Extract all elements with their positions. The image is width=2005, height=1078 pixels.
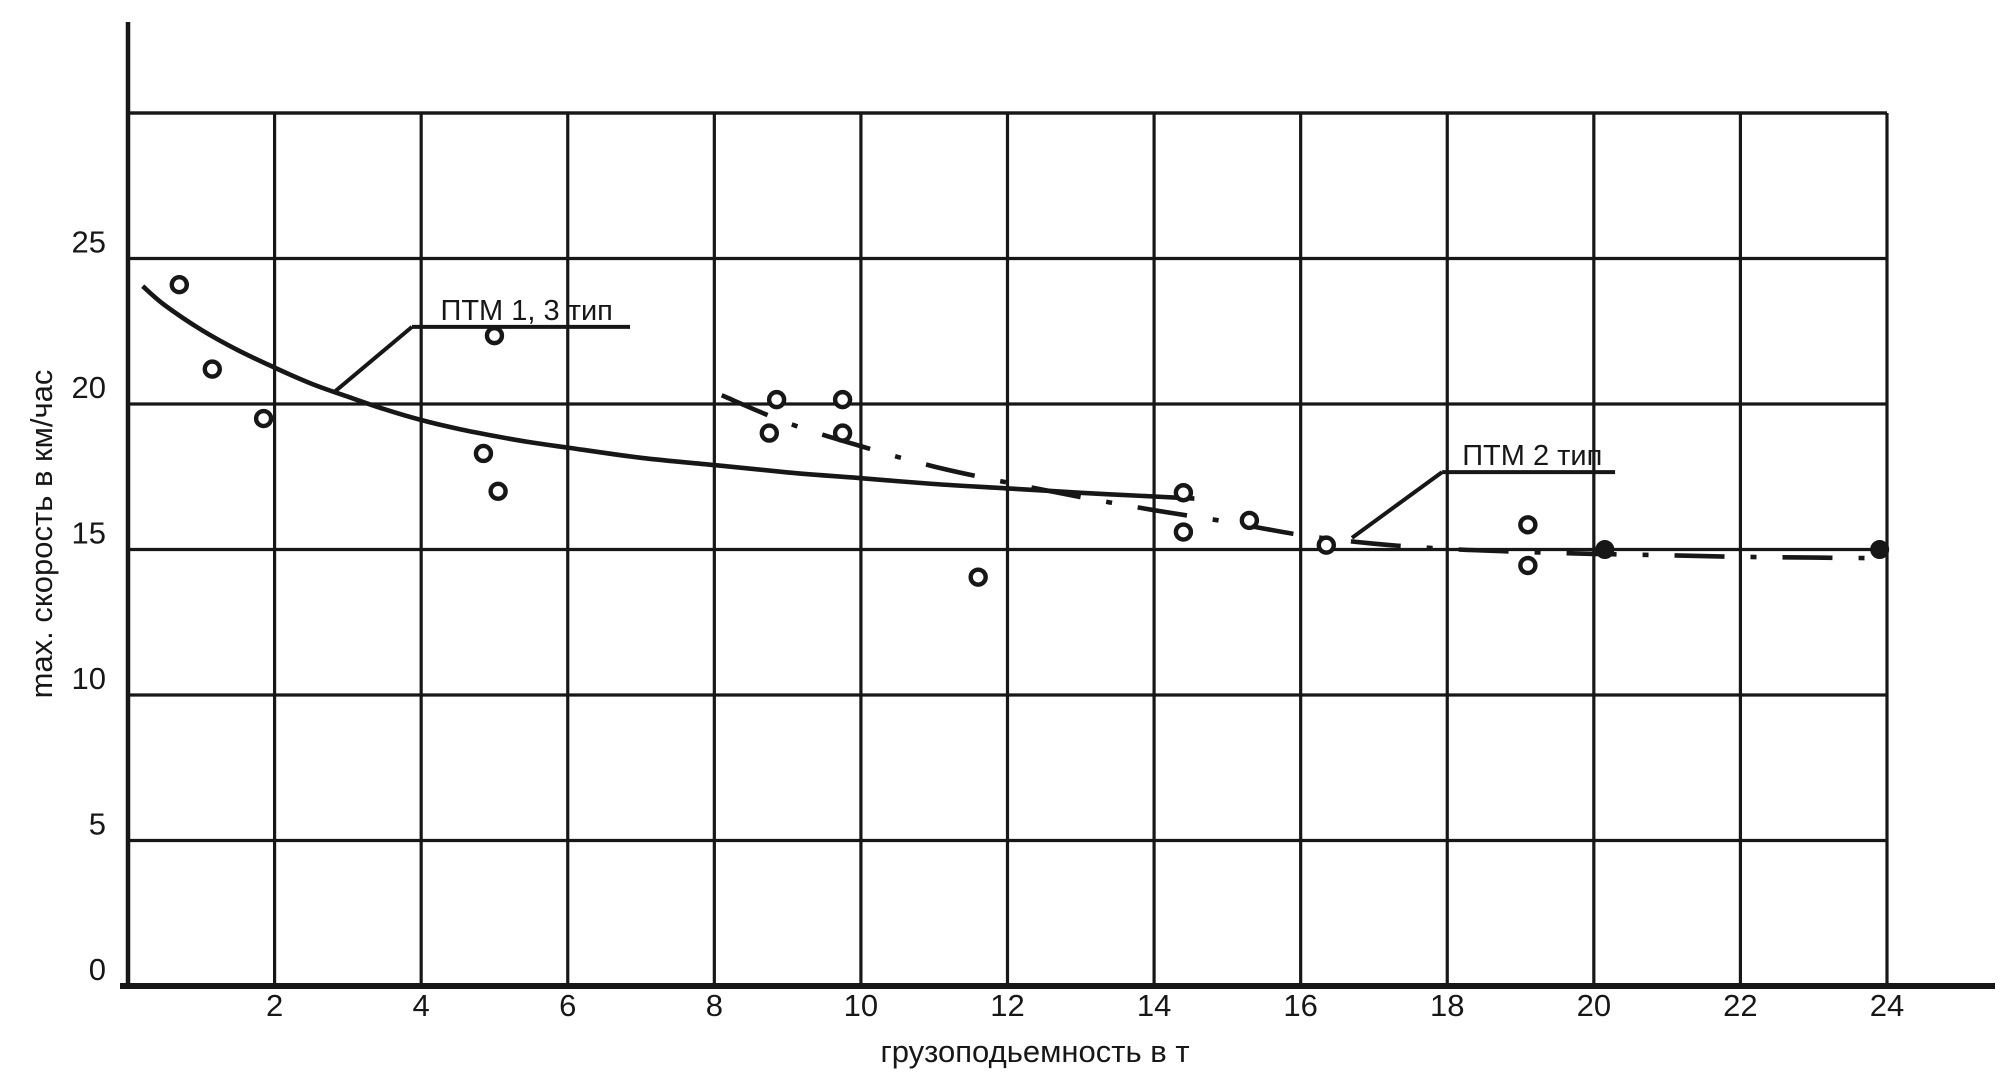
x-tick-label: 8: [706, 988, 723, 1023]
x-tick-label: 2: [266, 988, 283, 1023]
data-point-open: [1518, 555, 1538, 576]
data-point-open: [202, 359, 222, 379]
data-point-open: [832, 389, 853, 410]
data-point-open: [473, 443, 494, 464]
x-tick-label: 24: [1870, 988, 1904, 1023]
annotation-ptm13-label: ПТМ 1, 3 тип: [441, 295, 613, 327]
y-tick-label: 0: [89, 952, 106, 987]
data-point-open: [488, 481, 508, 501]
y-tick-label: 10: [72, 661, 106, 696]
x-tick-label: 18: [1430, 988, 1464, 1023]
data-point-open: [1173, 483, 1194, 503]
y-tick-label: 5: [89, 807, 106, 842]
x-tick-label: 16: [1283, 988, 1317, 1023]
data-point-open: [253, 408, 274, 429]
x-tick-label: 12: [990, 988, 1024, 1023]
y-tick-label: 15: [72, 516, 106, 551]
x-axis-title: грузоподьемность в т: [880, 1034, 1189, 1069]
y-tick-label: 25: [72, 225, 106, 260]
y-axis-title: max. скорость в км/час: [24, 370, 59, 699]
data-point-open: [832, 423, 853, 443]
curve-ptm-2: [720, 393, 1888, 561]
data-point-filled: [1870, 540, 1890, 559]
x-tick-label: 20: [1577, 988, 1611, 1023]
axes: [120, 22, 1995, 989]
data-point-open: [1173, 522, 1194, 542]
y-tick-label: 20: [72, 370, 106, 405]
data-series: [141, 274, 1890, 587]
data-point-open: [968, 567, 988, 587]
annotation-leader: [1350, 470, 1444, 540]
x-tick-label: 14: [1137, 988, 1171, 1023]
x-tick-label: 4: [413, 988, 430, 1023]
data-point-open: [169, 274, 190, 295]
curve-ptm-1-3: [141, 284, 1195, 501]
gridlines: [128, 111, 1889, 986]
data-point-open: [766, 389, 787, 410]
annotation-ptm2-label: ПТМ 2 тип: [1462, 440, 1602, 472]
data-point-open: [1518, 515, 1538, 535]
x-tick-label: 22: [1723, 988, 1757, 1023]
x-tick-label: 10: [844, 988, 878, 1023]
data-point-open: [759, 423, 780, 443]
annotation-lines: [331, 324, 1616, 540]
data-point-filled: [1595, 540, 1615, 559]
data-point-open: [1239, 510, 1260, 531]
x-tick-label: 6: [559, 988, 576, 1023]
data-point-open: [1316, 535, 1337, 555]
annotation-leader: [331, 325, 414, 395]
data-point-open: [484, 325, 505, 346]
